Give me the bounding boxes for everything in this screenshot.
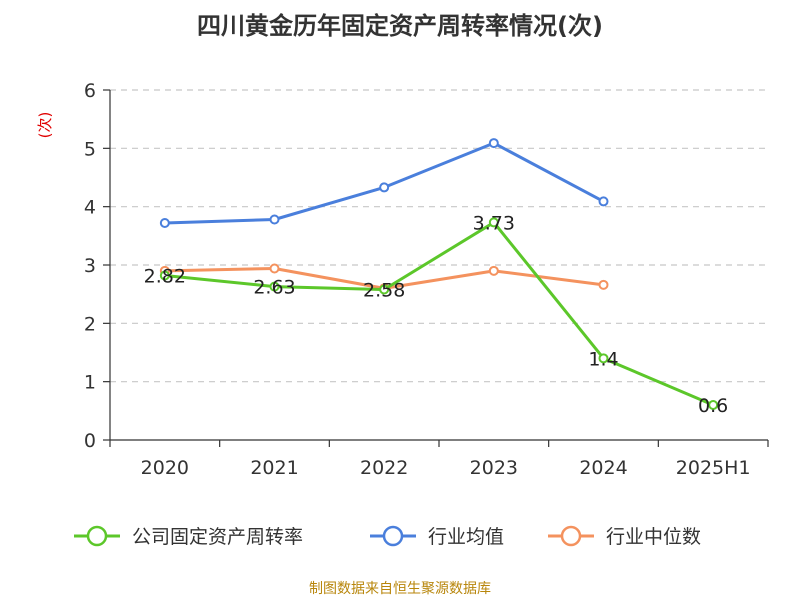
- x-tick-label: 2024: [579, 457, 627, 479]
- x-tick-label: 2022: [360, 457, 408, 479]
- legend-item: 行业中位数: [548, 525, 701, 548]
- x-tick-label: 2025H1: [676, 457, 751, 479]
- legend-marker: [86, 525, 108, 547]
- data-point: [488, 265, 499, 276]
- data-point: [269, 281, 280, 292]
- legend-label: 公司固定资产周转率: [132, 526, 303, 548]
- x-tick-label: 2023: [470, 457, 518, 479]
- data-label: 1.4: [588, 348, 618, 370]
- data-point: [159, 218, 170, 228]
- series-lines: [159, 138, 719, 410]
- data-label: 3.73: [473, 212, 515, 234]
- legend: 公司固定资产周转率 行业均值 行业中位数: [74, 525, 701, 548]
- x-tick-label: 2020: [141, 457, 189, 479]
- data-point: [379, 182, 390, 193]
- data-point: [708, 400, 719, 410]
- data-point: [269, 214, 280, 225]
- y-tick-label: 4: [84, 197, 96, 219]
- data-point: [598, 279, 609, 290]
- series-line: [164, 220, 714, 407]
- data-point: [379, 284, 390, 295]
- y-tick-label: 1: [84, 372, 96, 394]
- legend-item: 公司固定资产周转率: [74, 525, 303, 548]
- legend-label: 行业中位数: [606, 526, 701, 548]
- data-label: 2.82: [144, 266, 186, 288]
- y-tick-label: 2: [84, 313, 96, 335]
- y-tick-label: 5: [84, 138, 96, 160]
- legend-item: 行业均值: [370, 525, 504, 548]
- x-tick-label: 2021: [250, 457, 298, 479]
- data-label: 0.6: [698, 395, 728, 417]
- data-label: 2.63: [253, 277, 295, 299]
- data-point: [269, 263, 280, 274]
- y-axis-label: (次): [36, 112, 54, 139]
- data-label: 2.58: [363, 280, 405, 302]
- legend-marker: [382, 525, 404, 547]
- data-labels: 2.82 2.63 2.58 3.73 1.4 0.6: [144, 212, 729, 417]
- legend-marker: [560, 525, 582, 547]
- data-point: [488, 138, 499, 149]
- y-tick-label: 0: [84, 430, 96, 452]
- data-point: [159, 270, 170, 281]
- tick-labels: 0 1 2 3 4 5 6 2020 2021 2022 2023 2024 2025H1: [84, 80, 751, 479]
- y-tick-label: 3: [84, 255, 96, 277]
- axes: [103, 89, 769, 447]
- data-point: [488, 217, 499, 228]
- legend-label: 行业均值: [428, 526, 504, 548]
- source-note: 制图数据来自恒生聚源数据库: [309, 581, 491, 597]
- chart-title: 四川黄金历年固定资产周转率情况(次): [197, 12, 603, 40]
- y-tick-label: 6: [84, 80, 96, 102]
- data-point: [598, 196, 609, 207]
- grid-lines: [110, 89, 768, 383]
- data-point: [598, 353, 609, 364]
